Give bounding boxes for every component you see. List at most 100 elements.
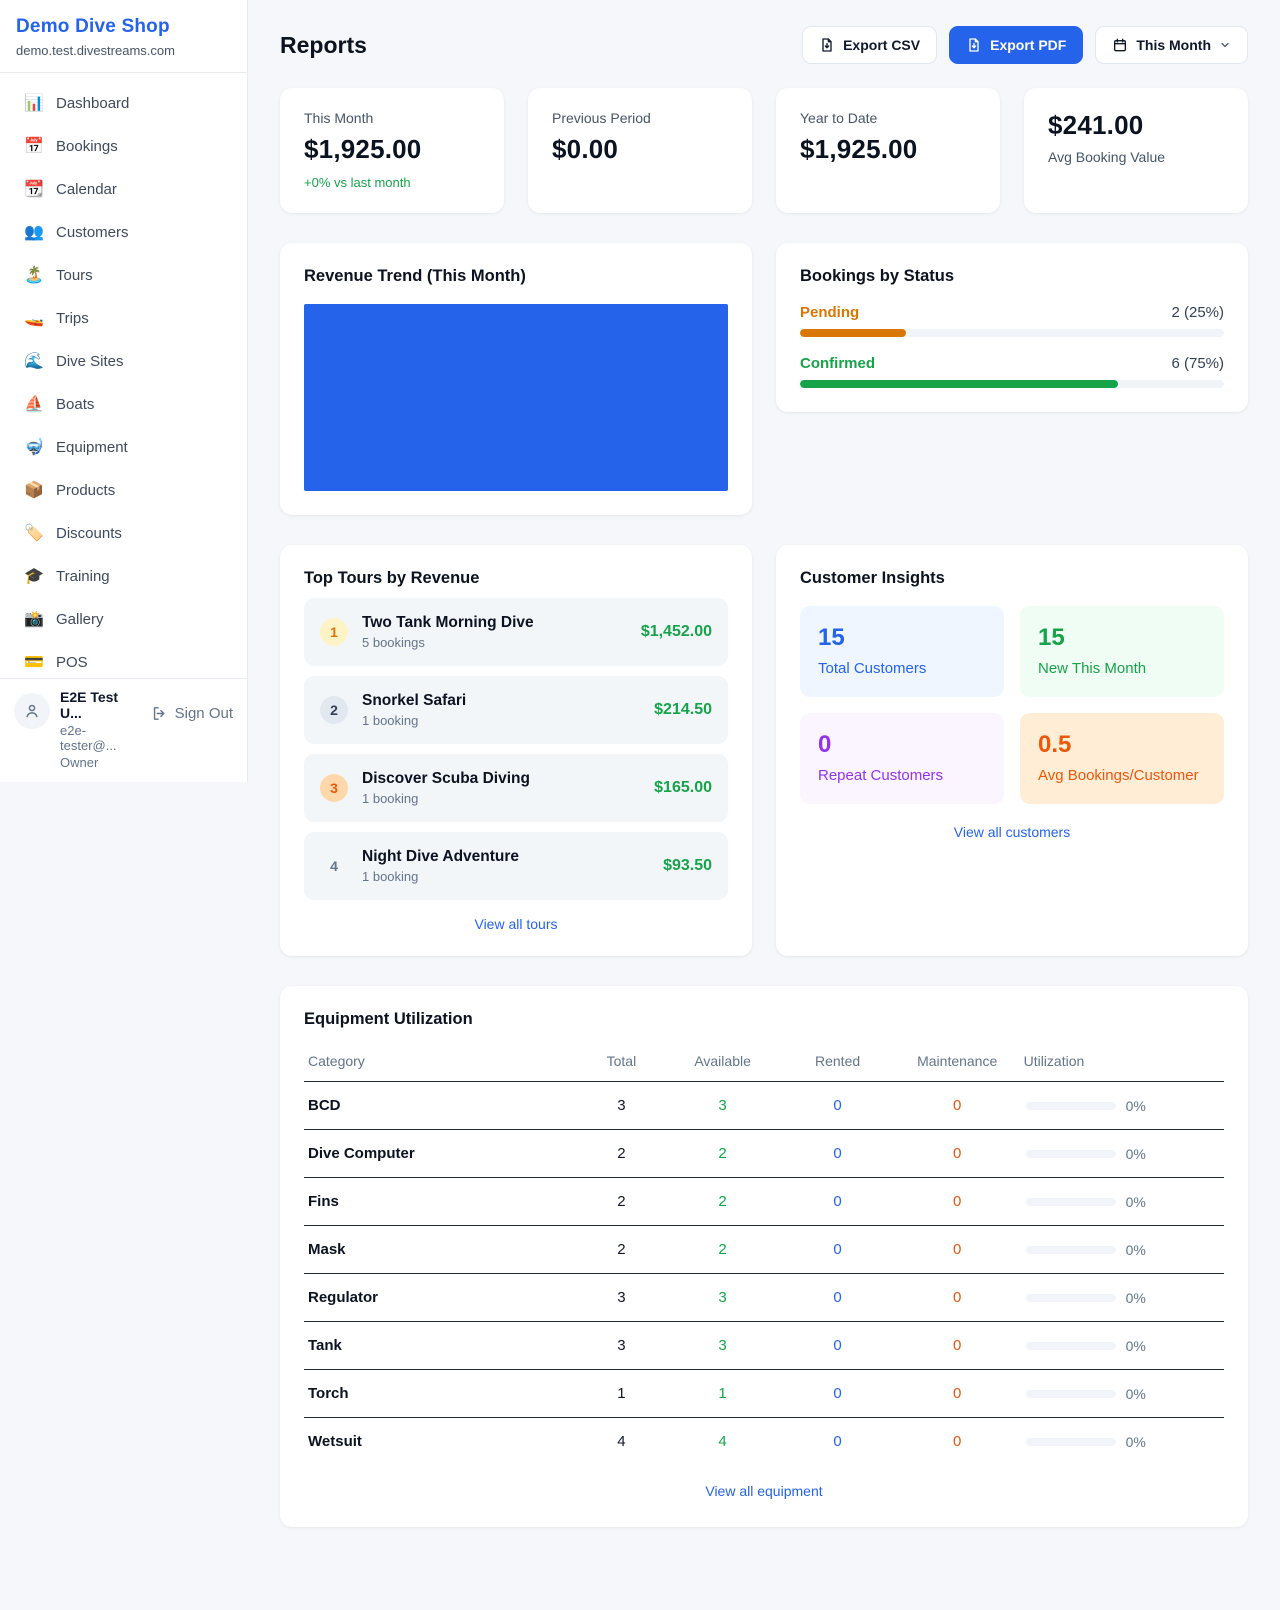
equipment-row: Regulator 3 3 0 0 0% (304, 1273, 1224, 1322)
sidebar-nav: 📊 Dashboard 📅 Bookings 📆 Calendar 👥 Customer… (0, 73, 247, 678)
wave-icon: 🌊 (24, 353, 44, 370)
stat-change: +0% vs last month (304, 175, 411, 190)
equipment-total: 3 (580, 1273, 663, 1322)
top-tours-title: Top Tours by Revenue (304, 569, 480, 587)
equipment-rented: 0 (782, 1129, 893, 1178)
tile-value: 0.5 (1038, 731, 1072, 758)
equipment-total: 1 (580, 1369, 663, 1418)
status-bar-track (800, 380, 1224, 388)
sidebar-item-label: Calendar (56, 180, 117, 198)
tile-value: 15 (1038, 624, 1065, 651)
equipment-row: Dive Computer 2 2 0 0 0% (304, 1129, 1224, 1178)
page-header: Reports Export CSV Export PDF This Month (280, 26, 1248, 64)
equipment-row: BCD 3 3 0 0 0% (304, 1081, 1224, 1130)
utilization-bar (1025, 1293, 1116, 1302)
utilization-bar (1025, 1101, 1116, 1110)
tour-row: 2 Snorkel Safari 1 booking $214.50 (304, 676, 728, 744)
main-content: Reports Export CSV Export PDF This Month… (248, 0, 1280, 1527)
sidebar-item-label: Trips (56, 309, 89, 327)
equipment-category: Mask (304, 1225, 580, 1274)
sidebar-item-label: Bookings (56, 137, 118, 155)
export-pdf-label: Export PDF (990, 37, 1067, 53)
sidebar-item-dive-sites[interactable]: 🌊 Dive Sites (12, 341, 235, 381)
utilization-bar (1025, 1197, 1116, 1206)
file-download-icon (822, 38, 832, 52)
credit-card-icon: 💳 (24, 654, 44, 671)
status-label: Confirmed (800, 355, 875, 372)
customers-icon: 👥 (24, 224, 44, 241)
tile-label: Repeat Customers (818, 767, 944, 784)
sidebar-item-dashboard[interactable]: 📊 Dashboard (12, 83, 235, 123)
sidebar-item-discounts[interactable]: 🏷️ Discounts (12, 513, 235, 553)
bookings-by-status-card: Bookings by Status Pending 2 (25%) Confi… (776, 243, 1248, 412)
view-all-tours-link[interactable]: View all tours (474, 916, 558, 932)
page-title: Reports (280, 31, 367, 58)
tour-amount: $165.00 (654, 779, 712, 796)
view-all-customers-link[interactable]: View all customers (953, 824, 1071, 840)
tag-icon: 🏷️ (24, 525, 44, 542)
diving-mask-icon: 🤿 (24, 439, 44, 456)
equipment-available: 2 (662, 1225, 783, 1274)
tour-name: Night Dive Adventure (362, 848, 520, 865)
top-tours-card: Top Tours by Revenue 1 Two Tank Morning … (280, 545, 752, 956)
equipment-maintenance: 0 (892, 1129, 1022, 1178)
status-bar-fill (800, 329, 906, 337)
avatar (14, 693, 50, 729)
sidebar-item-label: Gallery (56, 610, 104, 628)
sidebar-item-calendar[interactable]: 📆 Calendar (12, 169, 235, 209)
status-bar-fill (800, 380, 1118, 388)
equipment-total: 2 (580, 1129, 663, 1178)
sidebar-item-trips[interactable]: 🚤 Trips (12, 298, 235, 338)
equipment-available: 2 (662, 1129, 783, 1178)
trips-boat-icon: 🚤 (24, 310, 44, 327)
shop-domain: demo.test.divestreams.com (16, 43, 175, 58)
equipment-category: BCD (304, 1081, 580, 1130)
sidebar-item-label: POS (56, 653, 88, 671)
user-name: E2E Test U... (60, 689, 119, 721)
utilization-bar (1025, 1245, 1116, 1254)
sidebar-item-gallery[interactable]: 📸 Gallery (12, 599, 235, 639)
tile-label: New This Month (1038, 660, 1147, 677)
sidebar-item-training[interactable]: 🎓 Training (12, 556, 235, 596)
stat-label: Previous Period (552, 110, 651, 126)
view-all-equipment-link[interactable]: View all equipment (705, 1483, 823, 1499)
bookings-by-status-title: Bookings by Status (800, 267, 955, 285)
calendar-icon: 📆 (24, 181, 44, 198)
sidebar-item-label: Training (56, 567, 110, 585)
equipment-maintenance: 0 (892, 1177, 1022, 1226)
equipment-maintenance: 0 (892, 1273, 1022, 1322)
insight-grid: 15 Total Customers 15 New This Month 0 R… (800, 606, 1224, 804)
shop-title: Demo Dive Shop (16, 16, 170, 37)
equipment-category: Dive Computer (304, 1129, 580, 1178)
bookings-calendar-icon: 📅 (24, 138, 44, 155)
equipment-utilization-card: Equipment Utilization Category Total Ava… (280, 986, 1248, 1527)
sidebar-item-customers[interactable]: 👥 Customers (12, 212, 235, 252)
rank-badge: 2 (320, 696, 348, 724)
sign-out-label: Sign Out (174, 705, 233, 722)
sidebar-item-tours[interactable]: 🏝️ Tours (12, 255, 235, 295)
sign-out-button[interactable]: Sign Out (151, 705, 233, 722)
equipment-available: 3 (662, 1273, 783, 1322)
export-pdf-button[interactable]: Export PDF (949, 26, 1084, 64)
tile-label: Total Customers (818, 660, 927, 677)
package-icon: 📦 (24, 482, 44, 499)
sidebar-item-products[interactable]: 📦 Products (12, 470, 235, 510)
sidebar-item-bookings[interactable]: 📅 Bookings (12, 126, 235, 166)
user-email: e2e-tester@... (60, 723, 117, 753)
status-row-pending: Pending 2 (25%) (800, 304, 1224, 337)
col-category: Category (304, 1043, 580, 1082)
equipment-maintenance: 0 (953, 1433, 962, 1450)
equipment-row: Mask 2 2 0 0 0% (304, 1225, 1224, 1274)
sidebar-item-boats[interactable]: ⛵ Boats (12, 384, 235, 424)
chevron-down-icon (1221, 42, 1229, 48)
period-select[interactable]: This Month (1095, 26, 1248, 64)
stat-label: Year to Date (800, 110, 878, 126)
tile-repeat-customers: 0 Repeat Customers (800, 713, 1004, 804)
sidebar-item-pos[interactable]: 💳 POS (12, 642, 235, 678)
customer-insights-card: Customer Insights 15 Total Customers 15 … (776, 545, 1248, 956)
sidebar-item-equipment[interactable]: 🤿 Equipment (12, 427, 235, 467)
export-csv-button[interactable]: Export CSV (802, 26, 938, 64)
file-download-icon (969, 38, 979, 52)
status-label: Pending (800, 304, 860, 321)
customer-insights-title: Customer Insights (800, 569, 945, 587)
